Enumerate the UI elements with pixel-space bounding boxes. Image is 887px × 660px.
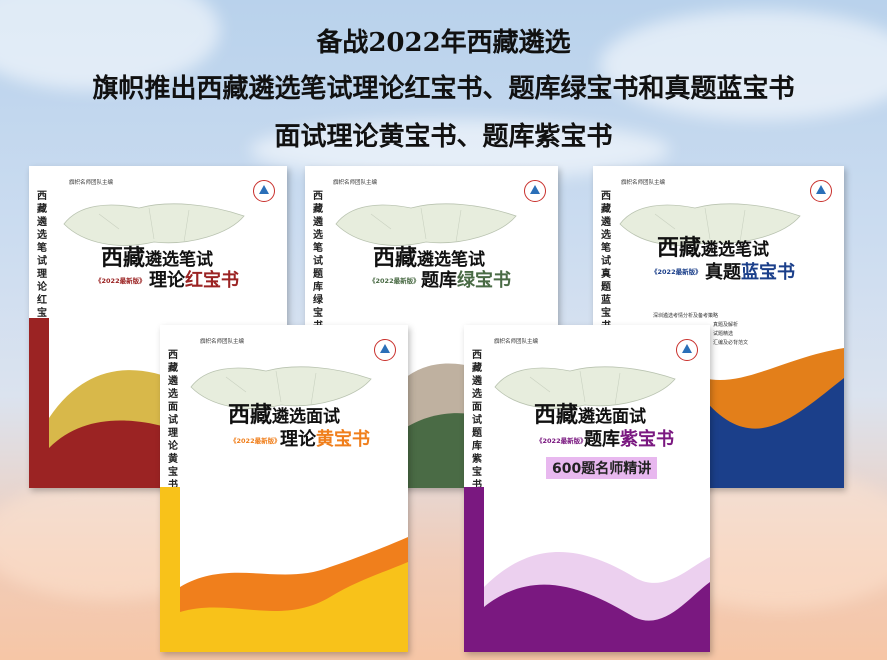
publisher-logo-icon xyxy=(810,180,832,202)
cover-wave-art xyxy=(464,487,710,652)
book-subtitle: 理论红宝书 xyxy=(149,266,239,292)
tibet-map-icon xyxy=(619,203,801,246)
publisher-logo-icon xyxy=(676,339,698,361)
book-title-main: 西藏遴选笔试 xyxy=(101,240,213,272)
headline-line-2: 旗帜推出西藏遴选笔试理论红宝书、题库绿宝书和真题蓝宝书 xyxy=(92,74,795,104)
bullet-item: 试题精选 xyxy=(713,331,734,337)
book-title-big: 西藏 xyxy=(101,245,146,271)
book-subtitle-prefix: 真题 xyxy=(705,262,741,283)
book-title-big: 西藏 xyxy=(657,235,702,261)
book-subtitle: 题库绿宝书 xyxy=(421,266,511,292)
book-subtitle-prefix: 理论 xyxy=(280,429,316,450)
book-edition: 《2022最新版》 xyxy=(536,437,587,445)
book-title-main: 西藏遴选面试 xyxy=(228,397,340,429)
book-spine-title: 西藏遴选笔试理论红宝书 xyxy=(37,191,47,332)
bullet-item: 汇编及必背范文 xyxy=(713,340,749,346)
tibet-map-icon xyxy=(63,203,245,246)
headline-line-3: 面试理论黄宝书、题库紫宝书 xyxy=(274,122,613,152)
book-subtitle-color: 蓝宝书 xyxy=(741,262,795,283)
book-edition: 《2022最新版》 xyxy=(95,277,146,285)
book-badge: 600题名师精讲 xyxy=(546,457,658,479)
cover-wave-art xyxy=(703,348,844,488)
bullet-item: 真题及解析 xyxy=(713,322,739,328)
book-subtitle-color: 紫宝书 xyxy=(620,429,674,450)
book-byline: 旗帜名师团队主编 xyxy=(69,180,114,186)
book-yellow-cover: 西藏遴选面试理论黄宝书 旗帜名师团队主编 西藏遴选面试 《2022最新版》 理论… xyxy=(160,325,408,652)
book-spine-title: 西藏遴选面试题库紫宝书 xyxy=(472,350,482,491)
book-edition: 《2022最新版》 xyxy=(230,437,281,445)
book-subtitle-prefix: 理论 xyxy=(149,270,185,291)
publisher-logo-icon xyxy=(524,180,546,202)
book-byline: 旗帜名师团队主编 xyxy=(621,180,666,186)
book-subtitle-prefix: 题库 xyxy=(421,270,457,291)
book-title-small: 遴选笔试 xyxy=(145,250,214,270)
publisher-logo-icon xyxy=(374,339,396,361)
book-title-main: 西藏遴选笔试 xyxy=(373,240,485,272)
tibet-map-icon xyxy=(494,366,676,409)
bullet-item: 深圳遴选考情分析及备考策略 xyxy=(653,313,719,319)
cover-wave-art xyxy=(160,487,408,652)
book-purple-cover: 西藏遴选面试题库紫宝书 旗帜名师团队主编 西藏遴选面试 《2022最新版》 题库… xyxy=(464,325,710,652)
book-title-small: 遴选面试 xyxy=(272,407,341,427)
book-subtitle-color: 红宝书 xyxy=(185,270,239,291)
tibet-map-icon xyxy=(335,203,517,246)
book-subtitle-color: 黄宝书 xyxy=(316,429,370,450)
book-edition: 《2022最新版》 xyxy=(651,268,702,276)
book-subtitle: 真题蓝宝书 xyxy=(705,258,795,284)
book-title-main: 西藏遴选笔试 xyxy=(657,230,769,262)
book-title-small: 遴选笔试 xyxy=(701,240,770,260)
book-title-small: 遴选笔试 xyxy=(417,250,486,270)
cloud xyxy=(600,10,887,120)
headline-line-1: 备战2022年西藏遴选 xyxy=(316,28,571,58)
book-byline: 旗帜名师团队主编 xyxy=(333,180,378,186)
tibet-map-icon xyxy=(190,366,372,409)
book-spine-title: 西藏遴选笔试真题蓝宝书 xyxy=(601,191,611,332)
book-subtitle: 题库紫宝书 xyxy=(584,425,674,451)
book-title-big: 西藏 xyxy=(228,402,273,428)
publisher-logo-icon xyxy=(253,180,275,202)
book-title-big: 西藏 xyxy=(534,402,579,428)
book-title-big: 西藏 xyxy=(373,245,418,271)
book-title-main: 西藏遴选面试 xyxy=(534,397,646,429)
book-subtitle-prefix: 题库 xyxy=(584,429,620,450)
book-edition: 《2022最新版》 xyxy=(369,277,420,285)
book-byline: 旗帜名师团队主编 xyxy=(200,339,245,345)
book-spine-title: 西藏遴选笔试题库绿宝书 xyxy=(313,191,323,332)
book-bullet-list: 深圳遴选考情分析及备考策略 真题及解析 试题精选 汇编及必背范文 xyxy=(653,312,748,348)
book-title-small: 遴选面试 xyxy=(578,407,647,427)
book-subtitle: 理论黄宝书 xyxy=(280,425,370,451)
book-spine-title: 西藏遴选面试理论黄宝书 xyxy=(168,350,178,491)
book-byline: 旗帜名师团队主编 xyxy=(494,339,539,345)
book-subtitle-color: 绿宝书 xyxy=(457,270,511,291)
